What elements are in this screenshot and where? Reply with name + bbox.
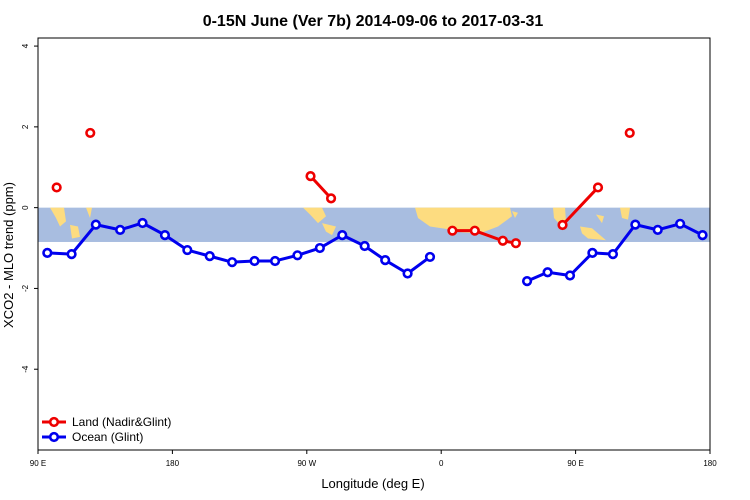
data-point [497,235,508,246]
legend-marker [48,416,60,428]
data-point [51,182,62,193]
data-point [85,127,96,139]
land-shape [322,223,336,236]
y-axis: -4 -2 0 2 4 [21,43,38,373]
series-1 [42,217,708,287]
data-point [380,255,391,266]
land-shape [303,207,326,224]
land-shape [512,211,518,218]
land-shape [415,207,512,234]
y-tick-label: 4 [21,43,30,48]
legend-label: Ocean (Glint) [72,430,143,444]
data-point [402,268,413,279]
data-point [521,276,533,287]
data-point [542,267,553,278]
x-axis-label: Longitude (deg E) [321,476,424,491]
land-shape [70,224,80,239]
x-tick-label: 90 W [297,459,316,468]
land-shape [50,207,66,227]
land-shape [86,207,92,218]
data-point [564,270,576,281]
x-tick-label: 180 [703,459,717,468]
land-shape [596,214,604,224]
series-line [452,229,517,245]
data-point [305,171,316,182]
legend-label: Land (Nadir&Glint) [72,415,171,429]
data-point [510,238,521,249]
data-point [697,230,708,241]
data-point [325,193,337,204]
data-point [587,247,598,258]
legend-marker [48,431,60,443]
data-point [469,225,480,236]
data-point [227,257,238,268]
data-point [90,219,101,230]
data-point [137,217,148,229]
y-tick-label: 2 [21,124,30,129]
data-point [424,251,436,263]
data-point [359,240,370,252]
land-shape [580,226,606,241]
data-point [159,230,171,241]
data-point [630,219,641,230]
land-shape [620,207,630,220]
plot-frame [37,37,711,451]
y-tick-label: -4 [21,365,30,373]
y-tick-label: 0 [21,205,30,210]
data-point [447,225,458,236]
data-point [182,244,193,256]
y-axis-label: XCO2 - MLO trend (ppm) [1,182,16,328]
data-point [557,219,568,231]
y-tick-label: -2 [21,284,30,292]
chart-title: 0-15N June (Ver 7b) 2014-09-06 to 2017-0… [203,13,544,30]
data-point [204,251,215,262]
data-point [269,255,281,267]
data-point [624,127,635,139]
x-tick-label: 0 [439,459,444,468]
legend: Land (Nadir&Glint)Ocean (Glint) [42,415,171,444]
data-point [42,247,53,258]
data-point [652,224,663,235]
series-0 [51,127,635,249]
x-tick-label: 180 [166,459,180,468]
x-axis: 90 E 180 90 W 0 90 E 180 [30,450,717,468]
x-tick-label: 90 E [30,459,46,468]
data-point [314,242,325,254]
data-point [292,250,303,261]
x-tick-label: 90 E [567,459,583,468]
latitude-band [38,207,710,242]
data-point [337,230,348,241]
data-point [249,255,260,267]
data-point [115,224,126,235]
data-point [607,248,619,260]
data-point [592,182,604,193]
series-line [561,186,600,227]
data-point [675,218,686,229]
data-point [66,248,77,260]
series-layer [42,127,708,287]
